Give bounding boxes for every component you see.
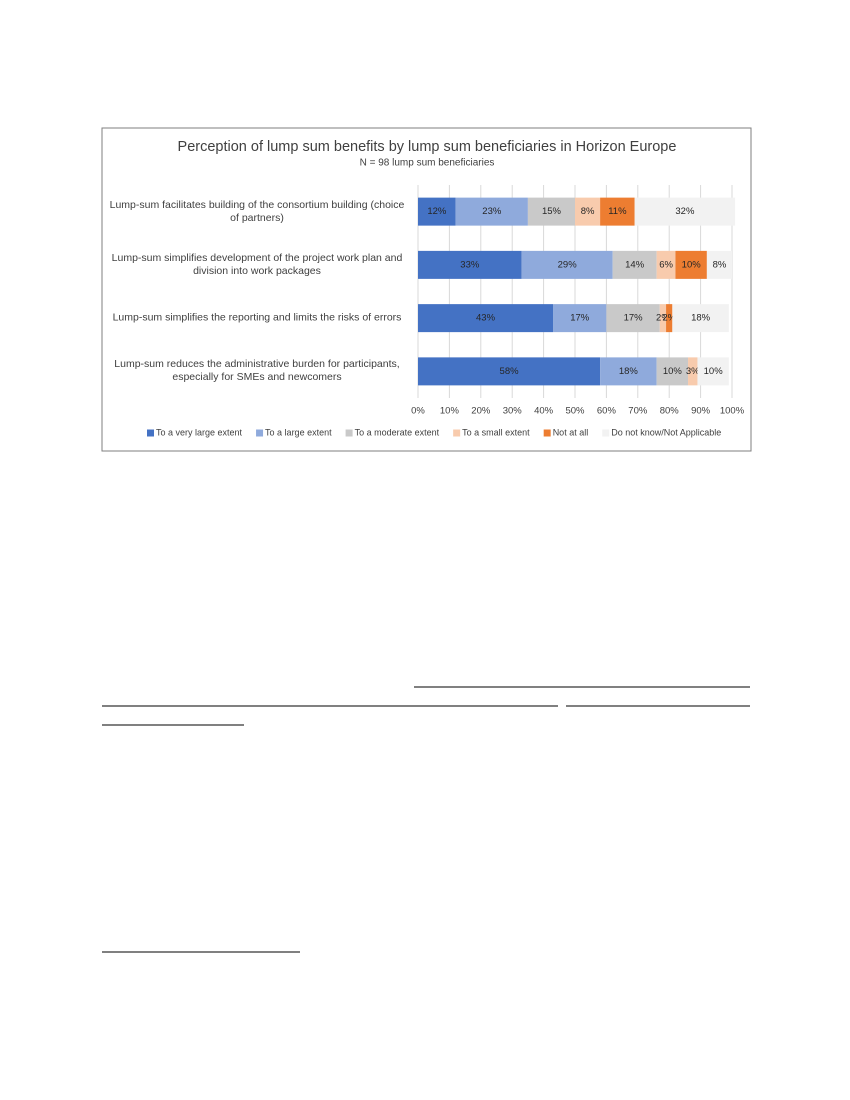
- bar-segment: [675, 250, 707, 279]
- legend-label: To a moderate extent: [355, 427, 440, 437]
- bar-segment: [666, 304, 673, 333]
- bar-segment: [656, 357, 689, 386]
- data-label: 29%: [558, 259, 578, 270]
- category-label: Lump-sum facilitates building of the con…: [109, 198, 405, 224]
- bar-segment: [634, 197, 736, 226]
- data-label: 3%: [686, 366, 700, 377]
- bar-segment: [706, 250, 732, 279]
- x-tick-label: 50%: [565, 406, 585, 417]
- bar-segment: [672, 304, 729, 333]
- data-label: 10%: [704, 366, 724, 377]
- data-label: 18%: [691, 313, 711, 324]
- bar-segment: [656, 250, 676, 279]
- bar-segment: [659, 304, 667, 333]
- bar-segment: [527, 197, 575, 226]
- data-label: 18%: [619, 366, 639, 377]
- x-tick-label: 60%: [597, 406, 617, 417]
- data-label: 43%: [476, 313, 496, 324]
- bar-segment: [697, 357, 729, 386]
- bar-segment: [688, 357, 698, 386]
- data-label: 14%: [625, 259, 645, 270]
- x-tick-label: 70%: [628, 406, 648, 417]
- bar-segment: [575, 197, 601, 226]
- data-label: 17%: [570, 313, 590, 324]
- legend-label: To a small extent: [462, 427, 530, 437]
- x-tick-label: 90%: [691, 406, 711, 417]
- chart-title: Perception of lump sum benefits by lump …: [178, 139, 677, 155]
- data-label: 6%: [659, 259, 673, 270]
- data-label: 10%: [663, 366, 683, 377]
- category-label: Lump-sum simplifies the reporting and li…: [112, 311, 402, 324]
- legend-label: Do not know/Not Applicable: [611, 427, 721, 437]
- legend-swatch: [453, 429, 461, 437]
- x-tick-label: 10%: [440, 406, 460, 417]
- category-label: Lump-sum reduces the administrative burd…: [114, 358, 400, 384]
- legend-swatch: [543, 429, 551, 437]
- legend-label: To a very large extent: [156, 427, 243, 437]
- chart-subtitle: N = 98 lump sum beneficiaries: [360, 158, 495, 169]
- chart-frame: [101, 127, 752, 452]
- bar-segment: [455, 197, 528, 226]
- bar-segment: [418, 357, 601, 386]
- x-tick-label: 80%: [660, 406, 680, 417]
- x-tick-label: 100%: [720, 406, 745, 417]
- bar-segment: [553, 304, 607, 333]
- legend-swatch: [147, 429, 154, 437]
- bar-segment: [612, 250, 657, 279]
- data-label: 15%: [542, 206, 562, 217]
- data-label: 2%: [662, 313, 676, 324]
- data-label: 11%: [608, 206, 627, 217]
- data-label: 8%: [713, 259, 727, 270]
- data-label: 23%: [482, 206, 502, 217]
- bar-segment: [418, 250, 522, 279]
- bar-segment: [418, 304, 554, 333]
- bar-segment: [521, 250, 613, 279]
- legend-label: To a large extent: [265, 427, 332, 437]
- x-tick-label: 0%: [411, 406, 425, 417]
- data-label: 2%: [656, 313, 670, 324]
- legend-label: Not at all: [553, 427, 589, 437]
- data-label: 17%: [624, 313, 644, 324]
- bar-segment: [600, 197, 635, 226]
- x-tick-label: 40%: [534, 406, 554, 417]
- legend-swatch: [256, 429, 264, 437]
- legend-swatch: [345, 429, 353, 437]
- bar-segment: [418, 197, 456, 226]
- bar-segment: [606, 304, 660, 333]
- data-label: 33%: [460, 259, 480, 270]
- x-tick-label: 30%: [503, 406, 523, 417]
- data-label: 8%: [581, 206, 595, 217]
- data-label: 10%: [682, 259, 702, 270]
- bar-segment: [600, 357, 657, 386]
- x-tick-label: 20%: [471, 406, 491, 417]
- data-label: 58%: [500, 366, 520, 377]
- data-label: 12%: [427, 206, 447, 217]
- data-label: 32%: [675, 206, 695, 217]
- category-label: Lump-sum simplifies development of the p…: [111, 251, 403, 277]
- legend-swatch: [602, 429, 610, 437]
